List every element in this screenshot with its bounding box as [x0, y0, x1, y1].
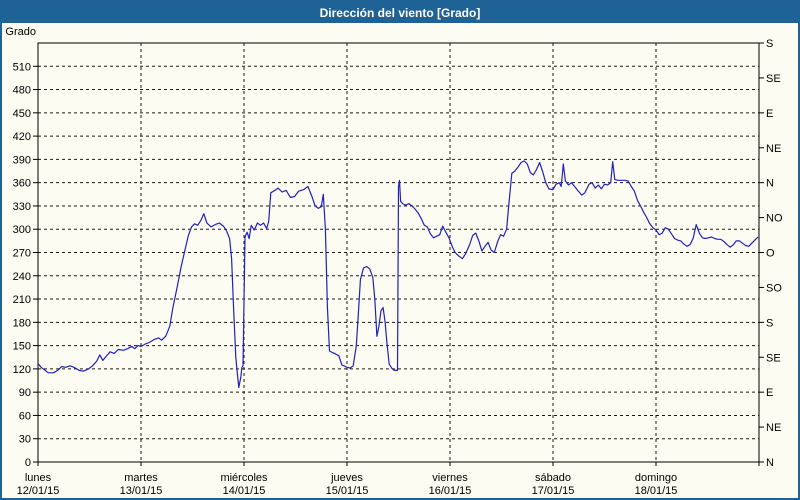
- x-day-date-label: 15/01/15: [326, 485, 369, 497]
- y-axis-tick-label: 150: [13, 341, 31, 353]
- x-day-name-label: viernes: [432, 472, 468, 484]
- right-axis-tick-label: S: [766, 317, 773, 329]
- y-axis-tick-label: 330: [13, 201, 31, 213]
- x-day-date-label: 18/01/15: [635, 485, 678, 497]
- y-axis-tick-label: 180: [13, 317, 31, 329]
- x-day-name-label: jueves: [330, 472, 363, 484]
- x-day-date-label: 13/01/15: [120, 485, 163, 497]
- y-axis-tick-label: 510: [13, 61, 31, 73]
- y-axis-title: Grado: [5, 26, 36, 38]
- x-day-name-label: domingo: [635, 472, 677, 484]
- y-axis-tick-label: 210: [13, 294, 31, 306]
- x-day-name-label: lunes: [25, 472, 52, 484]
- y-axis-tick-label: 120: [13, 364, 31, 376]
- wind-direction-line-chart: 0 30 60 90 120 150 180 210 240 270 300 330 360 390 420…: [5, 26, 783, 497]
- right-axis-tick-label: E: [766, 387, 773, 399]
- right-axis-tick-label: E: [766, 108, 773, 120]
- right-axis-tick-label: N: [766, 178, 774, 190]
- x-day-name-label: martes: [124, 472, 158, 484]
- right-axis-tick-label: SE: [766, 352, 781, 364]
- right-axis-tick-label: N: [766, 457, 774, 469]
- right-axis-tick-label: NE: [766, 422, 781, 434]
- right-axis-tick-label: S: [766, 38, 773, 50]
- x-day-date-label: 16/01/15: [429, 485, 472, 497]
- y-axis-tick-label: 300: [13, 224, 31, 236]
- y-axis-tick-label: 360: [13, 178, 31, 190]
- right-axis-tick-label: SE: [766, 73, 781, 85]
- y-axis-tick-label: 240: [13, 271, 31, 283]
- right-axis-tick-label: NO: [766, 213, 783, 225]
- chart-area: 0 30 60 90 120 150 180 210 240 270 300 330 360 390 420…: [2, 25, 798, 498]
- right-axis-tick-label: O: [766, 248, 775, 260]
- y-axis-tick-label: 390: [13, 154, 31, 166]
- y-axis-tick-label: 60: [19, 410, 31, 422]
- y-axis-tick-label: 90: [19, 387, 31, 399]
- y-axis-tick-label: 480: [13, 85, 31, 97]
- x-day-name-label: miércoles: [220, 472, 268, 484]
- x-day-name-label: sábado: [535, 472, 571, 484]
- title-bar: Dirección del viento [Grado]: [2, 2, 798, 23]
- y-axis-tick-label: 450: [13, 108, 31, 120]
- y-axis-tick-label: 270: [13, 248, 31, 260]
- y-axis-tick-label: 30: [19, 434, 31, 446]
- y-axis-tick-label: 0: [25, 457, 31, 469]
- x-day-date-label: 17/01/15: [532, 485, 575, 497]
- right-axis-tick-label: NE: [766, 143, 781, 155]
- x-day-date-label: 14/01/15: [223, 485, 266, 497]
- y-axis-tick-label: 420: [13, 131, 31, 143]
- right-axis-tick-label: SO: [766, 282, 782, 294]
- x-day-date-label: 12/01/15: [17, 485, 60, 497]
- wind-direction-series-line: [37, 160, 759, 389]
- chart-title: Dirección del viento [Grado]: [319, 5, 481, 20]
